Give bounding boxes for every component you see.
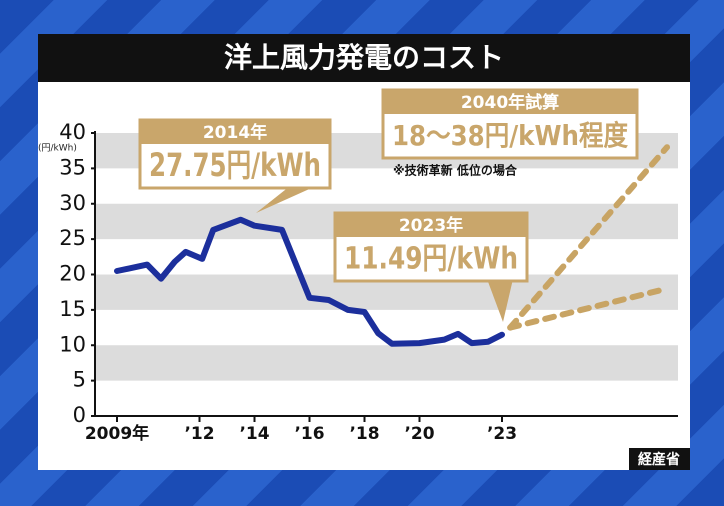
- y-tick-label: 10: [59, 332, 86, 356]
- y-unit: (円/kWh): [38, 143, 77, 154]
- annotation-label: 2040年試算: [461, 92, 559, 113]
- title-bar: [38, 34, 690, 82]
- source-box: [629, 448, 690, 470]
- annotation-pointer: [256, 186, 316, 213]
- y-tick-label: 5: [73, 368, 86, 392]
- x-tick-label: ’14: [239, 424, 269, 444]
- x-tick-label: ’12: [184, 424, 214, 444]
- line-series: [114, 216, 505, 347]
- x-tick-label: 2009年: [85, 423, 149, 444]
- y-tick-label: 20: [59, 262, 86, 286]
- line-series: [507, 285, 670, 331]
- annotation-label: 2014年: [203, 122, 267, 143]
- annotation-pointer: [487, 279, 513, 322]
- y-tick-label: 0: [73, 403, 86, 427]
- annotation-text: 11.49円/kWh: [344, 242, 518, 277]
- y-tick-label: 30: [59, 191, 86, 215]
- annotation-note: ※技術革新 低位の場合: [393, 163, 518, 178]
- x-tick-label: ’20: [404, 424, 434, 444]
- y-tick-label: 15: [59, 297, 86, 321]
- grid-band: [95, 345, 678, 381]
- annotation-header: [140, 120, 330, 144]
- source: 経産省: [638, 451, 680, 468]
- y-tick-label: 40: [59, 120, 86, 144]
- annotation-label: 2023年: [399, 215, 463, 236]
- annotation-header: [335, 213, 527, 237]
- annotation-text: 27.75円/kWh: [149, 146, 321, 184]
- x-tick-label: ’23: [487, 424, 517, 444]
- x-tick-label: ’16: [294, 424, 324, 444]
- annotation-text: 18〜38円/kWh程度: [392, 119, 628, 152]
- line-series: [507, 144, 670, 331]
- x-tick-label: ’18: [349, 424, 379, 444]
- y-tick-label: 35: [59, 155, 86, 179]
- y-tick-label: 25: [59, 226, 86, 250]
- chart-title: 洋上風力発電のコスト: [224, 41, 504, 74]
- annotation-header: [383, 90, 637, 114]
